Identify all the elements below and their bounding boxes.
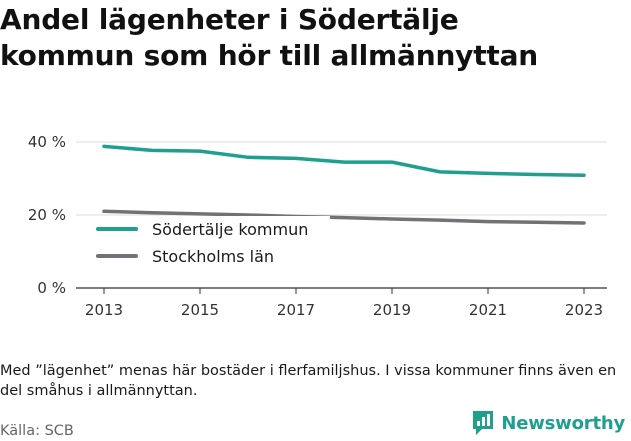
x-tick-label-2021: 2021: [469, 301, 507, 319]
brand-logo: Newsworthy: [471, 407, 625, 439]
grid-lines: [76, 141, 607, 216]
y-axis-labels: 0 % 20 % 40 %: [28, 133, 66, 297]
chart-title-line-1: Andel lägenheter i Södertälje: [0, 3, 459, 36]
series-lines: [102, 144, 586, 225]
series-line-södertälje-kommun: [102, 144, 586, 177]
series-line-stockholms-län: [102, 209, 586, 225]
source-label: Källa: SCB: [0, 423, 74, 439]
chart-title-line-2: kommun som hör till allmännyttan: [0, 39, 539, 72]
x-axis: 2013 2015 2017 2019 2021 2023: [76, 287, 607, 319]
legend-label-stockholms-län: Stockholms län: [152, 247, 274, 266]
footnote: Med ”lägenhet” menas här bostäder i fler…: [0, 363, 617, 399]
y-tick-label-40: 40 %: [28, 133, 66, 151]
x-tick-label-2017: 2017: [277, 301, 315, 319]
chart-title: Andel lägenheter i Södertälje kommun som…: [0, 2, 625, 74]
line-chart: 0 % 20 % 40 % 2013 2015 2017 2019 2021 2023 Söd…: [28, 133, 607, 319]
legend-label-södertälje-kommun: Södertälje kommun: [152, 220, 308, 239]
y-tick-label-20: 20 %: [28, 206, 66, 224]
x-tick-label-2013: 2013: [85, 301, 123, 319]
x-tick-label-2015: 2015: [181, 301, 219, 319]
legend: Södertälje kommun Stockholms län: [94, 216, 330, 268]
newsworthy-logo-icon: [473, 411, 494, 435]
x-tick-label-2019: 2019: [373, 301, 411, 319]
brand-name: Newsworthy: [501, 412, 625, 434]
y-tick-label-0: 0 %: [37, 279, 66, 297]
x-tick-label-2023: 2023: [565, 301, 603, 319]
legend-background: [94, 216, 330, 268]
